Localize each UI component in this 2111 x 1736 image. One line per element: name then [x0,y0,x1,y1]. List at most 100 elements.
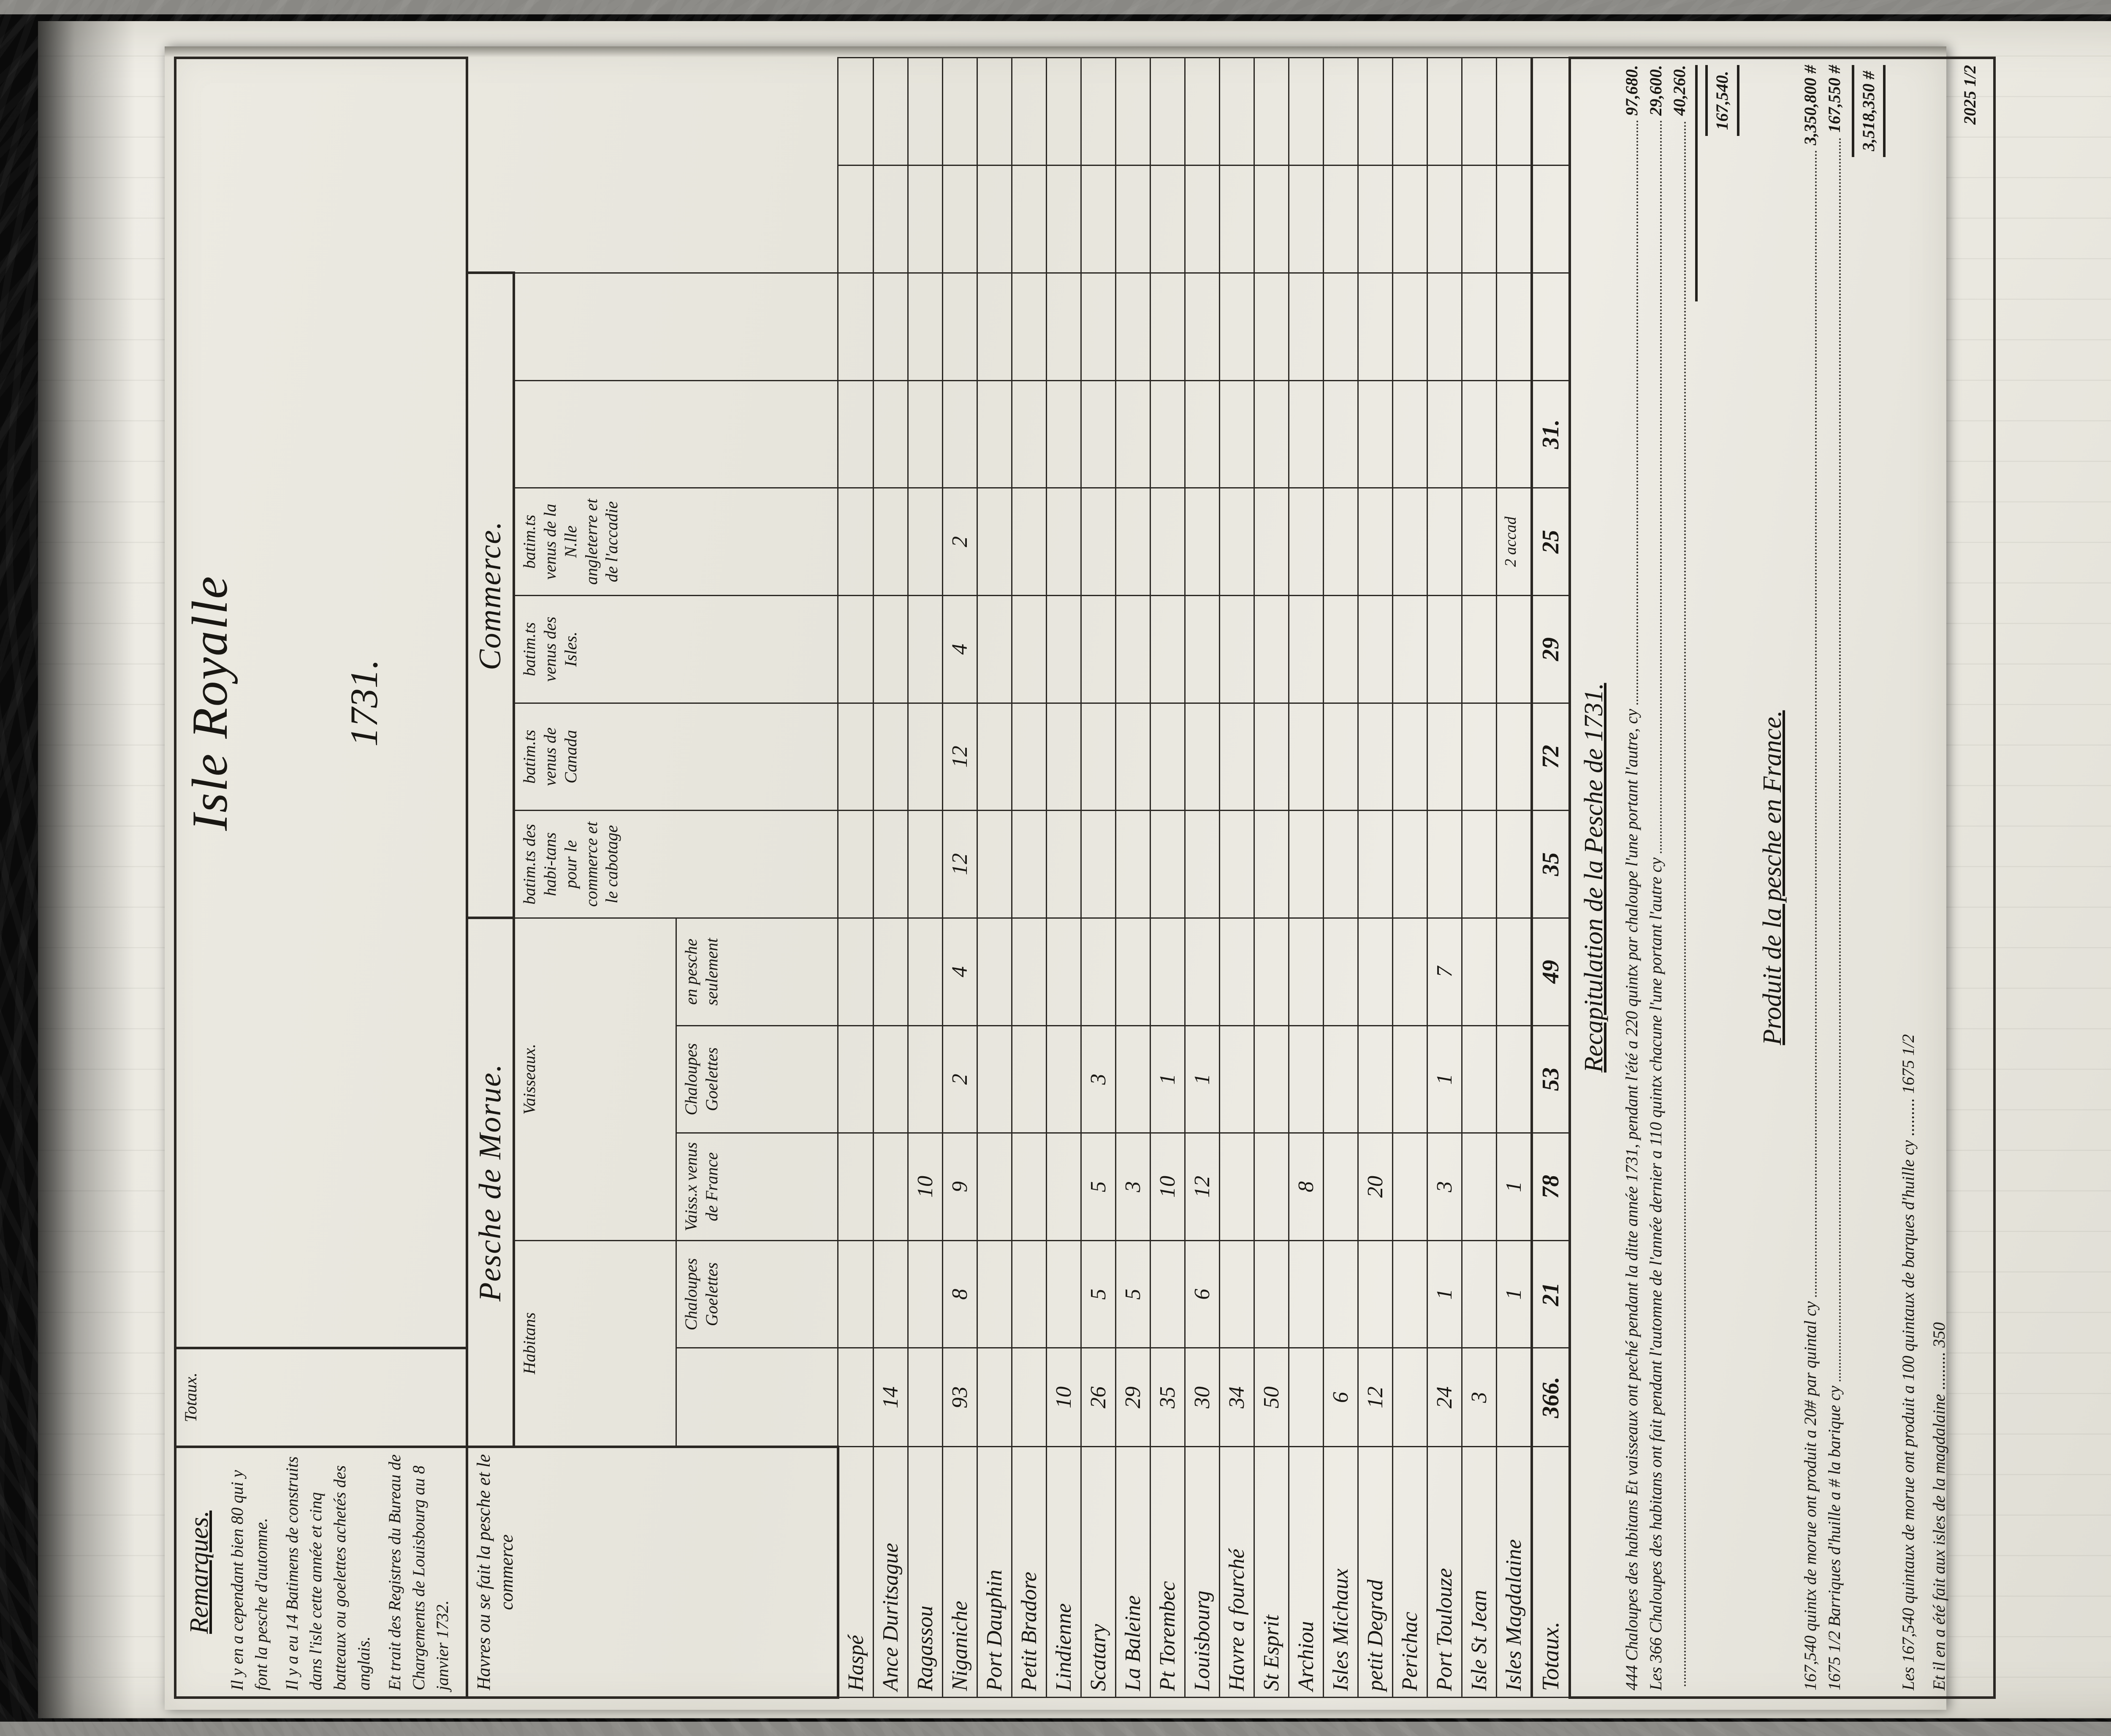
row-cell-france: 4 [942,918,977,1026]
row-cell-isles [1081,703,1116,811]
produce-entry-1-text: 167,540 quintx de morue ont produit a 20… [1800,1301,1820,1690]
row-cell-spacer-3 [1185,58,1220,165]
row-cell-habitans: 24 [1427,1348,1462,1447]
row-cell-isles [1427,703,1462,811]
row-cell-chaloupes-h [1462,1133,1497,1241]
document-year: 1731. [337,58,467,1348]
row-cell-france [1012,918,1047,1026]
row-cell-spacer-2 [1012,165,1047,273]
produce-entry-1-leader [1815,149,1817,1297]
row-cell-spacer-1 [1046,273,1081,381]
row-cell-chaloupes-v [1219,1025,1254,1133]
row-cell-canada: 12 [942,810,977,918]
produce-entry-2: 1675 1/2 Barriques d'huille a # la bariq… [1823,65,1847,1690]
fishery-commerce-table: Remarques. Il y en a cependant bien 80 q… [174,57,1996,1699]
totals-batiments-habitans: 35 [1531,810,1570,918]
row-place-name: Isle St Jean [1462,1447,1497,1698]
film-edge-top [0,0,2111,14]
row-cell-angleterre: 4 [942,595,977,703]
row-cell-spacer-3 [1462,58,1497,165]
row-cell-canada [1046,810,1081,918]
totals-chaloupes-habitans: 21 [1531,1240,1570,1348]
row-cell-spacer-0 [1046,380,1081,488]
totals-batiments-isles: 29 [1531,595,1570,703]
row-cell-france [1323,918,1358,1026]
row-cell-isles: 12 [942,703,977,811]
row-cell-vaisseaux [908,1240,943,1348]
recapitulation-row: Recapitulation de la Pesche de 1731. 444… [1569,58,1994,1698]
row-cell-spacer-0 [942,380,977,488]
remarks-heading: Remarques. [185,1510,214,1634]
row-place-name: Ragassou [908,1447,943,1698]
ledger-backing-sheet: Remarques. Il y en a cependant bien 80 q… [38,21,2111,1718]
table-row: Havre a fourché 34 [1219,58,1254,1698]
recap-total-wrap: 167,540. [1705,65,1739,1690]
row-cell-spacer-3 [908,58,943,165]
recap-total: 167,540. [1705,65,1739,136]
recap-entry-1: 444 Chaloupes des habitans Et vaisseaux … [1620,65,1644,1690]
row-cell-vaisseaux [1219,1240,1254,1348]
row-cell-spacer-0 [1254,380,1289,488]
row-cell-isles [1185,703,1220,811]
row-cell-france [1254,918,1289,1026]
table-row: Niganiche 93 8 9 2 4 12 12 4 2 [942,58,977,1698]
row-cell-spacer-0 [1219,380,1254,488]
row-cell-angleterre [908,595,943,703]
row-cell-france [838,918,874,1026]
recap-entry-2-leader [1660,120,1662,854]
table-row: Port Dauphin [977,58,1012,1698]
recap-entry-2: Les 366 Chaloupes des habitans ont fait … [1644,65,1668,1690]
row-cell-spacer-3 [1358,58,1393,165]
row-cell-chaloupes-v [1254,1025,1289,1133]
row-cell-chaloupes-v [908,1025,943,1133]
row-cell-vaisseaux [977,1240,1012,1348]
row-cell-spacer-0 [1427,380,1462,488]
row-cell-chaloupes-h: 3 [1427,1133,1462,1241]
row-cell-spacer-2 [942,165,977,273]
row-cell-chaloupes-v [1392,1025,1427,1133]
row-cell-angleterre [977,595,1012,703]
row-cell-angleterre [1462,595,1497,703]
row-cell-spacer-1 [1323,273,1358,381]
row-cell-spacer-1 [1427,273,1462,381]
row-cell-spacer-3 [1219,58,1254,165]
row-cell-canada [1254,810,1289,918]
habitans-group-header: Habitans [514,1240,676,1447]
row-cell-habitans: 30 [1185,1348,1220,1447]
produce-note-2: Et il en a été fait aux isles de la magd… [1929,1322,1949,1690]
row-cell-chaloupes-h [977,1133,1012,1241]
row-place-name: Perichac [1392,1447,1427,1698]
row-cell-spacer-3 [1496,58,1532,165]
row-cell-habitans: 6 [1323,1348,1358,1447]
row-cell-autre [1323,488,1358,596]
row-place-name: Havre a fourché [1219,1447,1254,1698]
totals-extra-b [1531,273,1570,381]
row-cell-france [1358,918,1393,1026]
remarks-line-1: Il y en a cependant bien 80 qui y font l… [228,1470,271,1690]
row-cell-spacer-1 [1358,273,1393,381]
row-cell-isles [1358,703,1393,811]
row-cell-spacer-2 [1462,165,1497,273]
row-cell-france [873,918,908,1026]
place-column-header: Havres ou se fait la pesche et le commer… [467,1447,838,1698]
row-cell-spacer-2 [1185,165,1220,273]
row-cell-france [1081,918,1116,1026]
row-cell-spacer-0 [1115,380,1150,488]
table-row: Ragassou 10 [908,58,943,1698]
row-cell-canada [838,810,874,918]
row-cell-chaloupes-v [1289,1025,1324,1133]
row-cell-chaloupes-h [1012,1133,1047,1241]
row-cell-spacer-2 [1358,165,1393,273]
row-cell-isles [908,703,943,811]
row-cell-canada [1496,810,1532,918]
row-cell-spacer-1 [1012,273,1047,381]
row-cell-angleterre [1254,595,1289,703]
row-cell-vaisseaux: 5 [1115,1240,1150,1348]
row-cell-angleterre [838,595,874,703]
row-cell-chaloupes-v [1012,1025,1047,1133]
row-cell-angleterre [1081,595,1116,703]
row-cell-isles [1289,703,1324,811]
row-cell-chaloupes-h: 12 [1185,1133,1220,1241]
film-edge-bottom [0,1722,2111,1736]
